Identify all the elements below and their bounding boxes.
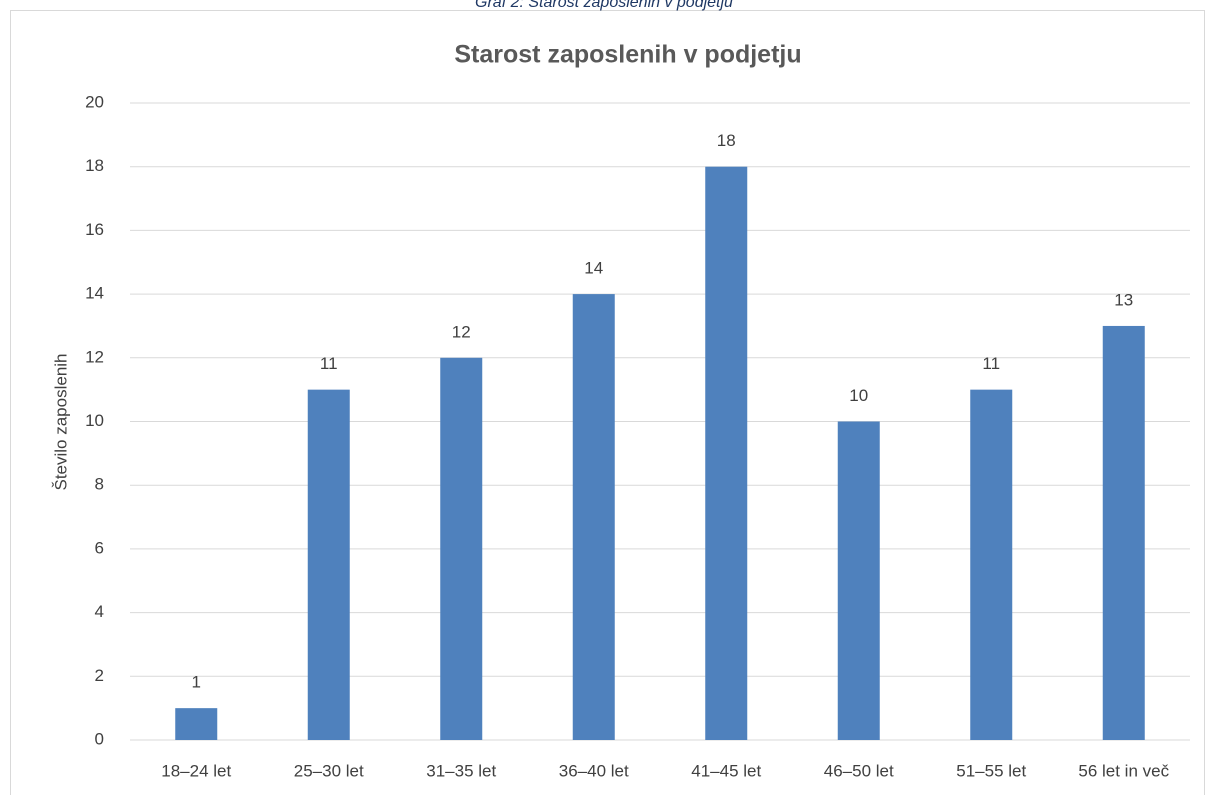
bar [307, 389, 350, 740]
x-tick-label: 18–24 let [161, 761, 231, 780]
chart-title: Starost zaposlenih v podjetju [454, 41, 801, 69]
y-tick-label: 10 [85, 411, 104, 430]
data-label: 11 [982, 354, 1000, 373]
data-label: 1 [192, 673, 201, 692]
x-tick-label: 51–55 let [956, 761, 1026, 780]
data-label: 14 [584, 259, 603, 278]
x-tick-label: 41–45 let [691, 761, 761, 780]
x-tick-label: 36–40 let [559, 761, 629, 780]
y-tick-label: 8 [95, 475, 104, 494]
caption: Graf 2: Starost zaposlenih v podjetju [475, 0, 733, 11]
data-label: 13 [1114, 290, 1133, 309]
data-label: 11 [320, 354, 338, 373]
y-tick-label: 4 [95, 602, 104, 621]
x-tick-label: 25–30 let [294, 761, 364, 780]
data-label: 10 [849, 386, 868, 405]
y-tick-label: 20 [85, 92, 104, 111]
y-tick-label: 6 [95, 538, 104, 557]
y-tick-label: 12 [85, 347, 104, 366]
bar [1102, 325, 1145, 740]
y-tick-label: 18 [85, 156, 104, 175]
bar [970, 389, 1013, 740]
x-tick-label: 56 let in več [1078, 761, 1169, 780]
y-tick-label: 0 [95, 729, 104, 748]
data-label: 12 [452, 322, 471, 341]
x-tick-label: 46–50 let [824, 761, 894, 780]
bar [440, 357, 483, 740]
y-tick-label: 16 [85, 220, 104, 239]
bar [175, 708, 218, 740]
bar [705, 166, 748, 740]
y-tick-label: 14 [85, 284, 104, 303]
y-axis-label: Število zaposlenih [51, 353, 70, 490]
bar [837, 421, 880, 740]
bar [572, 294, 615, 740]
x-tick-label: 31–35 let [426, 761, 496, 780]
y-tick-label: 2 [95, 666, 104, 685]
data-label: 18 [717, 131, 736, 150]
